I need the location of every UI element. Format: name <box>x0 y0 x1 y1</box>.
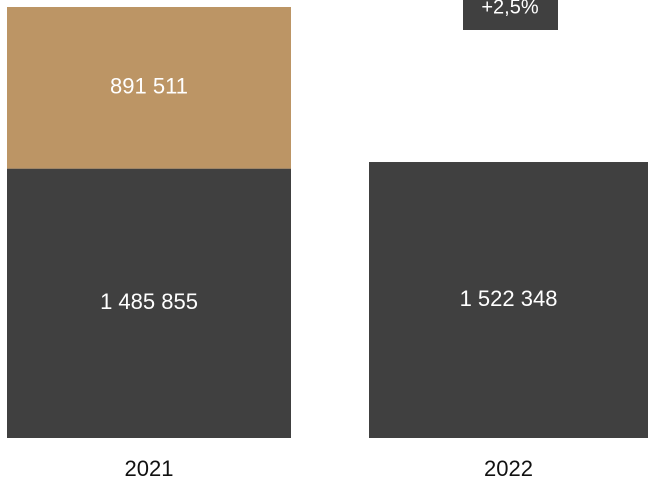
bar-segment <box>7 168 291 439</box>
bar-segment <box>7 7 291 169</box>
x-tick-label: 2022 <box>484 456 533 481</box>
x-tick-label: 2021 <box>125 456 174 481</box>
annotation-box <box>463 0 558 30</box>
bar-segment <box>369 162 648 438</box>
data-label: 1 485 855 <box>100 289 198 314</box>
data-label: 1 522 348 <box>460 286 558 311</box>
annotation: +2,5% <box>481 0 538 18</box>
data-label: 891 511 <box>110 74 188 99</box>
